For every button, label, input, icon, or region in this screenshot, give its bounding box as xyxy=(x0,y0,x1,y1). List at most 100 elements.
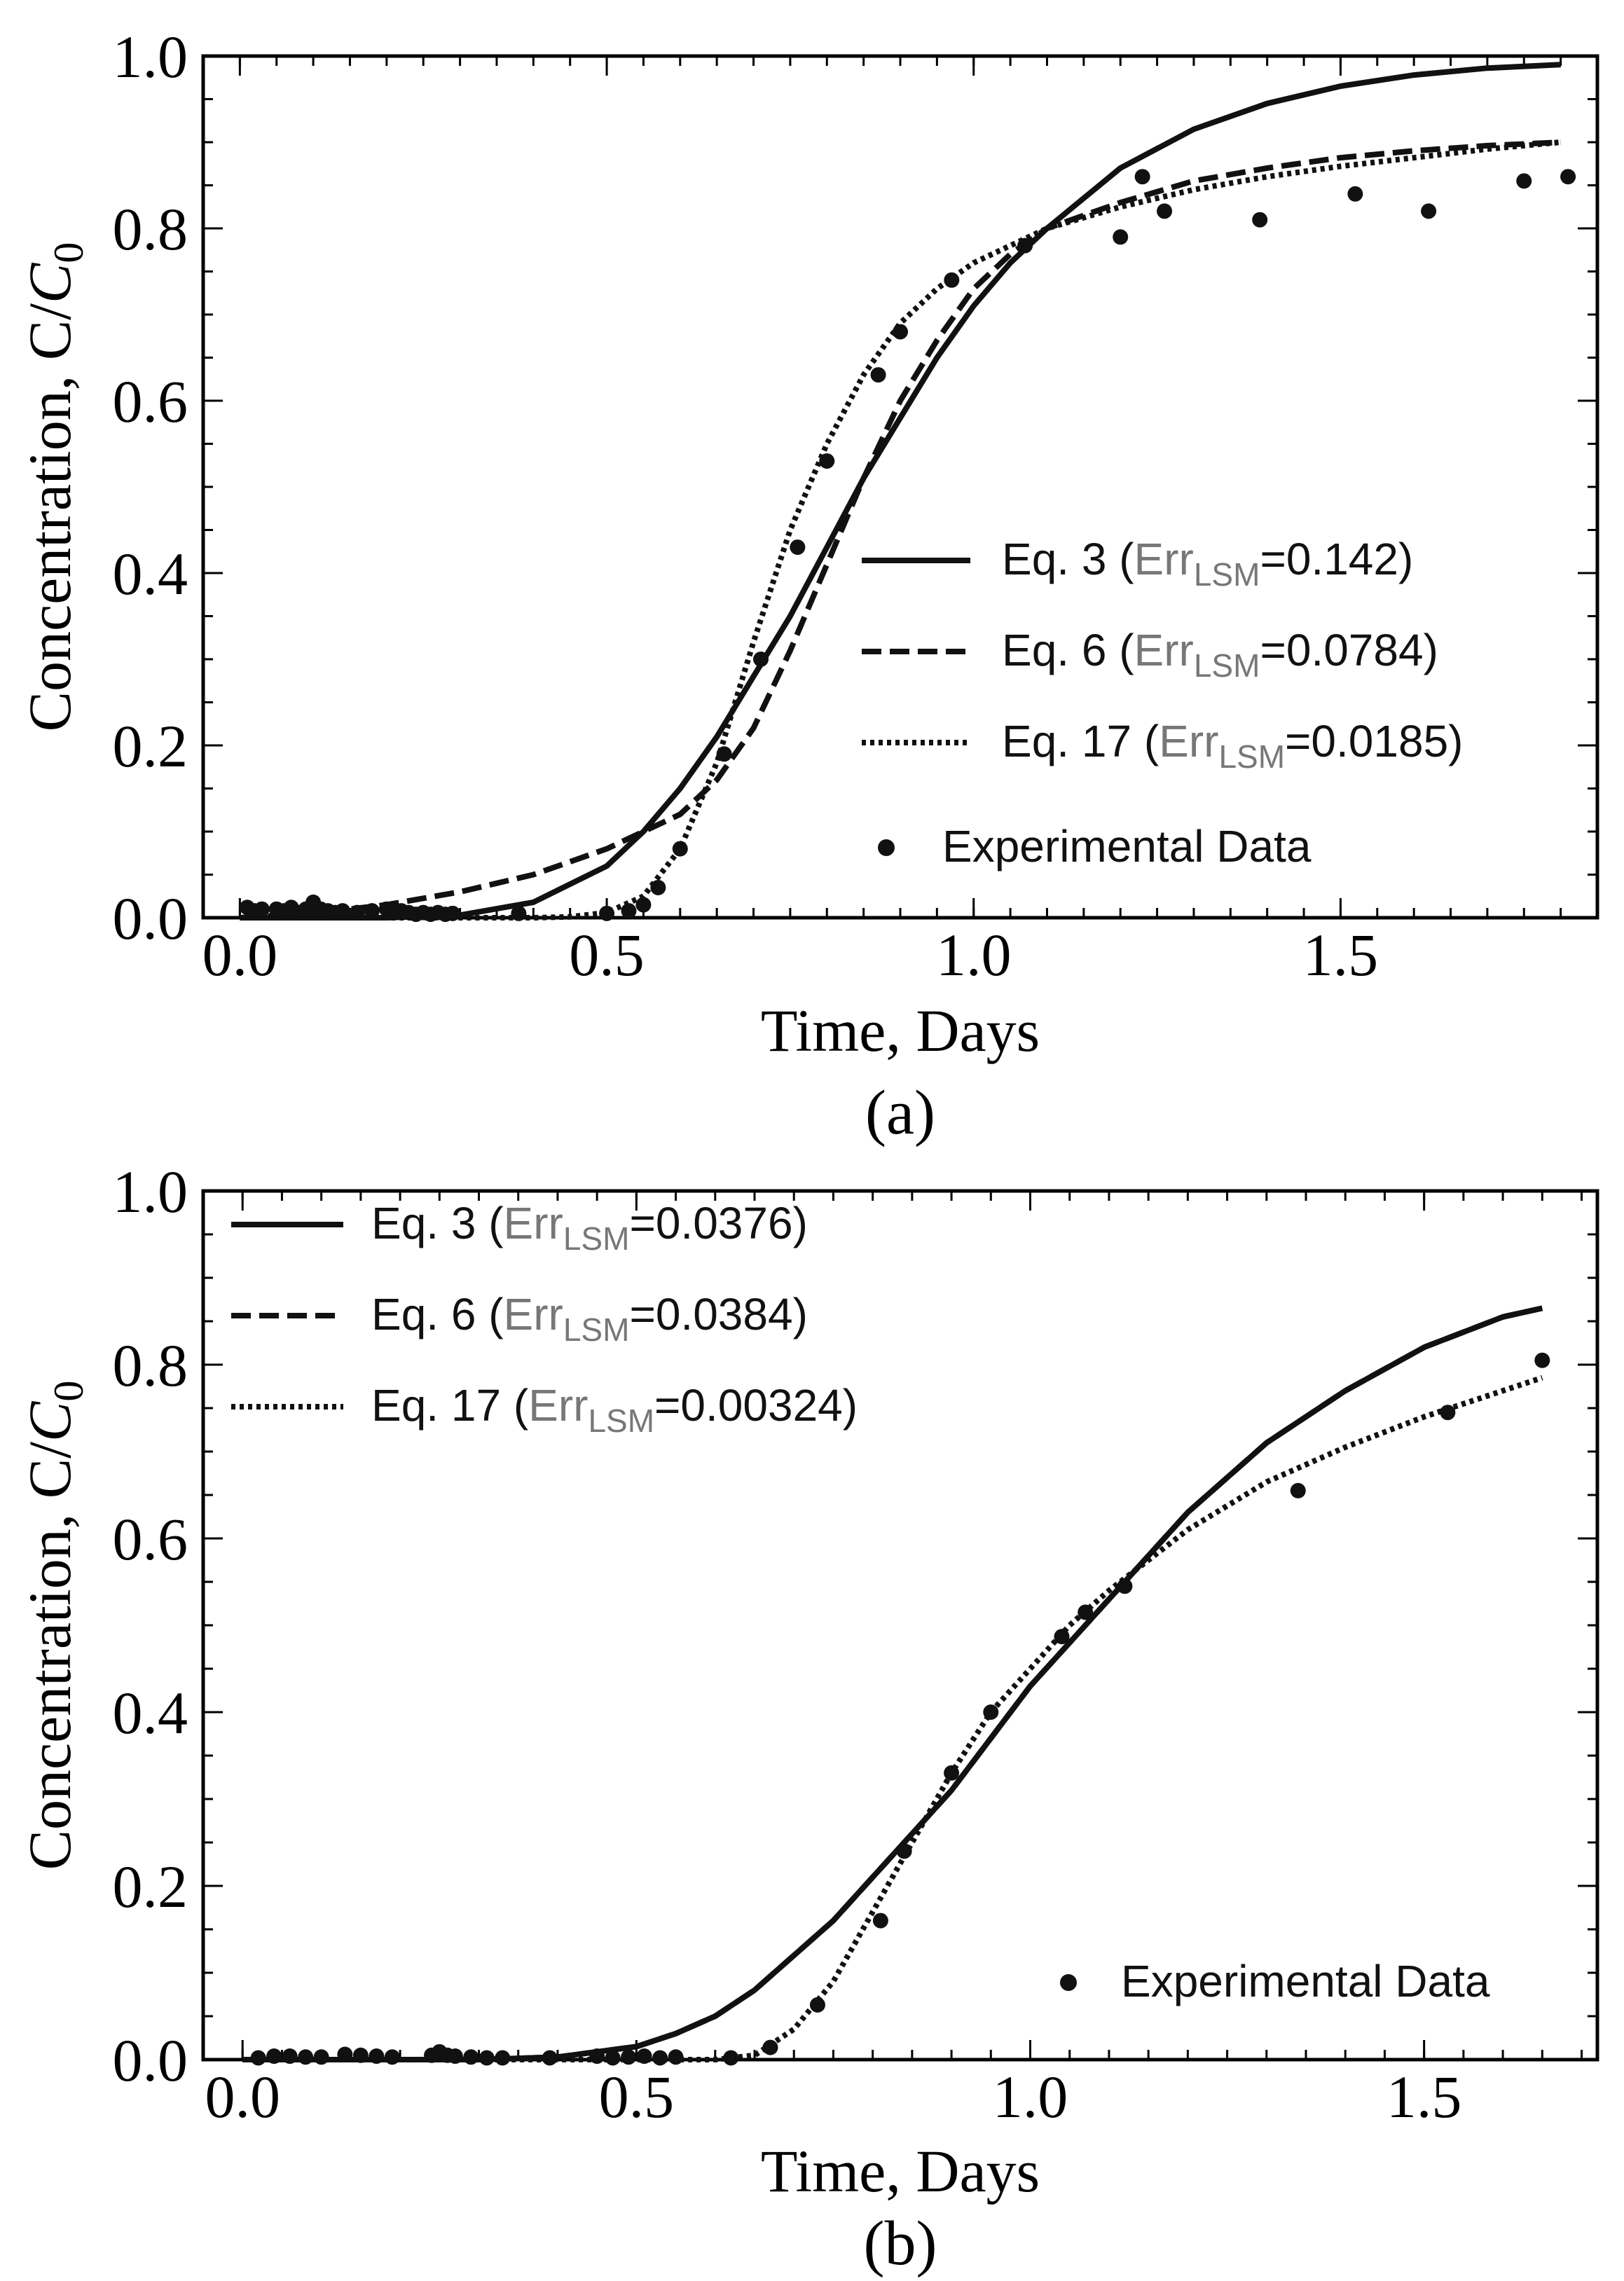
data-point xyxy=(1134,169,1150,185)
legend-prefix: Eq. 6 ( xyxy=(1002,625,1134,675)
y-tick-label: 0.6 xyxy=(113,1505,188,1573)
y-axis-label-italic: C xyxy=(16,262,83,303)
data-point xyxy=(282,2048,298,2065)
legend-err-label: Err xyxy=(1159,716,1218,766)
y-axis-label: Concentration, C/C0 xyxy=(16,242,92,732)
data-point xyxy=(369,2048,385,2065)
data-point xyxy=(599,905,615,921)
series-line-eq-6 xyxy=(240,139,1561,921)
y-tick-label: 1.0 xyxy=(113,23,188,90)
data-point xyxy=(1516,173,1532,189)
data-point xyxy=(313,2049,329,2065)
data-point xyxy=(495,2050,511,2066)
data-point xyxy=(605,2050,621,2066)
legend-err-value: =0.0376) xyxy=(629,1198,807,1248)
data-point xyxy=(944,1765,960,1781)
data-point xyxy=(542,2050,558,2066)
legend-err-sub: LSM xyxy=(563,1311,630,1348)
legend-prefix: Eq. 17 ( xyxy=(1002,716,1159,766)
data-point xyxy=(668,2049,684,2065)
legend-prefix: Eq. 17 ( xyxy=(371,1380,528,1431)
legend-marker-experimental xyxy=(878,839,895,856)
legend-prefix: Eq. 3 ( xyxy=(1002,534,1134,584)
y-tick-label: 0.4 xyxy=(113,1679,188,1746)
panel-label-a: (a) xyxy=(865,1078,935,1148)
y-tick-label: 0.0 xyxy=(113,885,188,952)
data-point xyxy=(872,1913,888,1929)
y-tick-label: 0.6 xyxy=(113,368,188,435)
legend-marker-experimental xyxy=(1060,1974,1077,1991)
chart-panel-a: 0.0 0.5 1.0 1.50.00.20.40.60.81.0 Eq. 3 (Er… xyxy=(16,23,1599,1148)
y-tick-label: 0.8 xyxy=(113,1332,188,1399)
y-tick-label: 0.0 xyxy=(113,2027,188,2094)
data-point xyxy=(447,2048,463,2065)
legend-err-sub: LSM xyxy=(1194,647,1260,684)
plot-frame xyxy=(201,54,1599,920)
data-point xyxy=(1290,1482,1306,1498)
legend: Eq. 3 (ErrLSM=0.142)Eq. 6 (ErrLSM=0.0784… xyxy=(862,534,1463,871)
data-point xyxy=(250,2050,266,2066)
panel-label-b: (b) xyxy=(864,2209,937,2278)
legend-err-label: Err xyxy=(504,1198,563,1248)
x-tick-label: 0.5 xyxy=(569,921,645,988)
data-point xyxy=(1440,1405,1456,1421)
data-point xyxy=(1560,169,1576,185)
data-point xyxy=(1534,1352,1550,1368)
x-tick-label: 0.5 xyxy=(599,2063,675,2130)
data-point xyxy=(636,2048,652,2065)
data-point xyxy=(870,367,886,383)
data-point xyxy=(589,2048,605,2065)
data-point xyxy=(672,841,688,857)
data-point xyxy=(652,2050,668,2066)
legend: Eq. 3 (ErrLSM=0.0376)Eq. 6 (ErrLSM=0.038… xyxy=(231,1198,1490,2006)
x-axis-label: Time, Days xyxy=(761,997,1040,1064)
legend-err-sub: LSM xyxy=(1194,556,1260,593)
series-line-eq-17 xyxy=(242,1374,1543,2062)
y-tick-label: 0.2 xyxy=(113,1853,188,1920)
data-point xyxy=(809,1997,825,2013)
y-tick-label: 0.2 xyxy=(113,712,188,780)
legend-err-label: Err xyxy=(528,1380,588,1431)
data-point xyxy=(1117,1578,1133,1594)
tick-labels: 0.0 0.5 1.0 1.5 0.0 0.2 0.4 0.6 0.8 1.0 xyxy=(113,1158,1462,2130)
data-point xyxy=(479,2050,495,2066)
data-point xyxy=(1054,1629,1070,1645)
legend-label-experimental: Experimental Data xyxy=(942,821,1312,871)
x-tick-label: 1.5 xyxy=(1386,2063,1462,2130)
data-point xyxy=(944,272,960,288)
legend-prefix: Eq. 3 ( xyxy=(371,1198,504,1248)
data-point xyxy=(1347,186,1363,202)
data-point xyxy=(445,905,461,921)
legend-label: Eq. 6 (ErrLSM=0.0384) xyxy=(371,1289,808,1348)
y-tick-label: 0.4 xyxy=(113,540,188,607)
data-point xyxy=(790,539,806,556)
data-point xyxy=(819,453,835,469)
legend-label: Eq. 17 (ErrLSM=0.0185) xyxy=(1002,716,1463,775)
data-point xyxy=(1078,1604,1094,1620)
data-point xyxy=(254,901,270,917)
legend-label: Eq. 3 (ErrLSM=0.0376) xyxy=(371,1198,808,1257)
legend-err-value: =0.0384) xyxy=(629,1289,807,1339)
data-point xyxy=(352,2047,369,2063)
series-line-eq-17 xyxy=(240,139,1561,921)
y-tick-label: 0.8 xyxy=(113,195,188,263)
data-point xyxy=(364,903,380,919)
data-point xyxy=(716,746,732,762)
series-layer xyxy=(242,1305,1550,2066)
legend-label: Eq. 6 (ErrLSM=0.0784) xyxy=(1002,625,1438,684)
data-point xyxy=(621,2049,637,2065)
data-point xyxy=(762,2039,778,2055)
data-point xyxy=(266,2048,282,2065)
y-tick-label: 1.0 xyxy=(113,1158,188,1225)
legend-prefix: Eq. 6 ( xyxy=(371,1289,504,1339)
series-layer xyxy=(239,62,1576,923)
data-point xyxy=(337,2046,353,2062)
legend-err-sub: LSM xyxy=(1218,738,1285,775)
legend-err-label: Err xyxy=(1134,534,1194,584)
data-point xyxy=(349,904,365,921)
legend-err-value: =0.0784) xyxy=(1260,625,1438,675)
x-tick-label: 1.0 xyxy=(993,2063,1068,2130)
data-point xyxy=(893,324,908,340)
data-point xyxy=(1252,212,1268,228)
